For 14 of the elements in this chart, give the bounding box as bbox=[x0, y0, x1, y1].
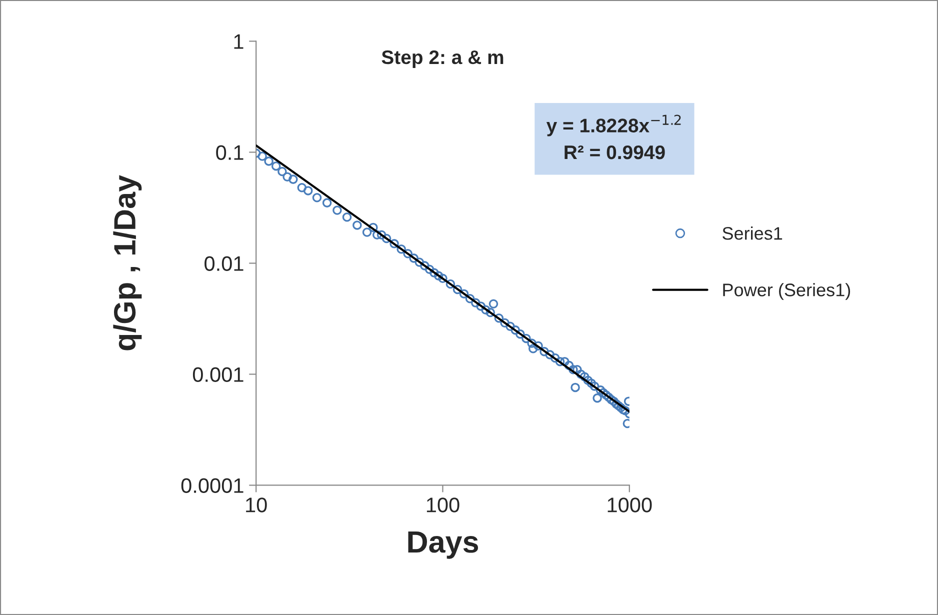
y-tick-label: 0.0001 bbox=[181, 478, 244, 493]
x-tick-label: 1000 bbox=[608, 498, 652, 512]
x-tick-label: 100 bbox=[426, 498, 460, 512]
y-tick-label: 0.001 bbox=[192, 367, 244, 382]
y-tick-label: 0.01 bbox=[204, 256, 244, 271]
x-axis-title: Days bbox=[408, 531, 478, 559]
text: y = 1.8228x$^{−1.2}$ R² = 0.9949 bbox=[546, 114, 681, 160]
x-tick-label: 10 bbox=[246, 498, 267, 512]
chart-title: Step 2: a & m bbox=[382, 50, 504, 68]
y-tick-label: 0.1 bbox=[216, 145, 244, 160]
legend-label: Series1 bbox=[722, 226, 782, 240]
y-axis-title: q/Gp , 1/Day bbox=[113, 175, 142, 350]
y-tick-label: 1 bbox=[234, 34, 244, 49]
legend-label: Power (Series1) bbox=[723, 283, 850, 300]
